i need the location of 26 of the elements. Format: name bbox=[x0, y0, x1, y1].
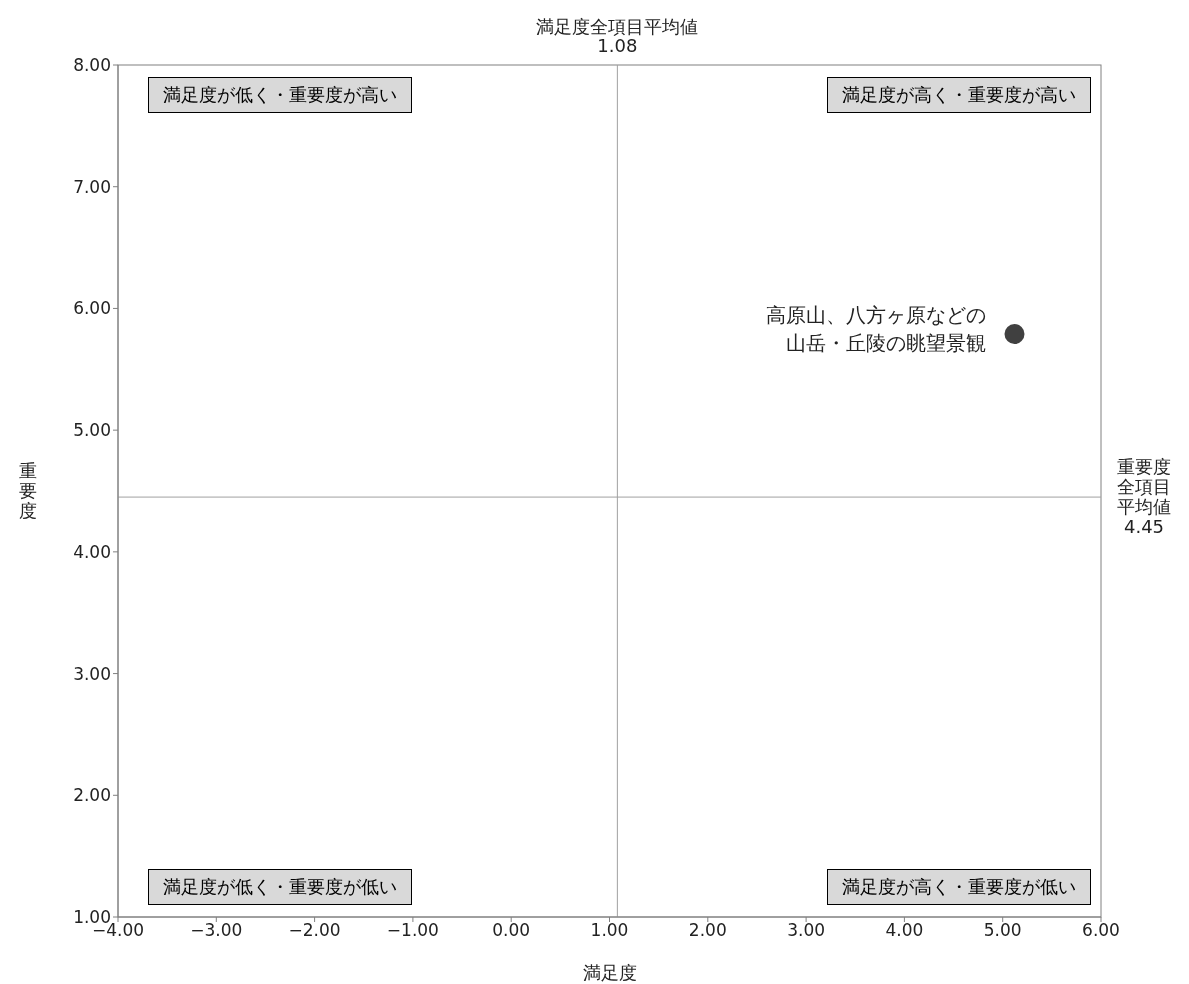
x-tick-label: −2.00 bbox=[288, 920, 341, 941]
x-tick-label: 5.00 bbox=[983, 920, 1022, 941]
x-tick-label: 1.00 bbox=[590, 920, 629, 941]
x-tick-label: 0.00 bbox=[492, 920, 531, 941]
x-tick-label: −3.00 bbox=[190, 920, 243, 941]
annotation: 満足度が高く・重要度が低い bbox=[827, 869, 1091, 905]
ref-line-label: 重要度全項目平均値 4.45 bbox=[1117, 456, 1171, 538]
y-tick-label: 4.00 bbox=[73, 541, 111, 562]
y-tick-label: 6.00 bbox=[73, 298, 111, 319]
annotation: 満足度が低く・重要度が高い bbox=[148, 77, 412, 113]
y-tick-label: 2.00 bbox=[73, 785, 111, 806]
y-tick-label: 3.00 bbox=[73, 663, 111, 684]
annotation: 満足度が高く・重要度が高い bbox=[827, 77, 1091, 113]
x-tick-label: 4.00 bbox=[885, 920, 924, 941]
x-tick-label: 3.00 bbox=[787, 920, 826, 941]
series-label: 高原山、八方ヶ原などの山岳・丘陵の眺望景観 bbox=[766, 302, 987, 355]
x-axis-title: 満足度 bbox=[582, 962, 637, 983]
x-tick-label: 6.00 bbox=[1082, 920, 1120, 941]
y-tick-label: 7.00 bbox=[73, 176, 111, 197]
x-tick-label: 2.00 bbox=[688, 920, 727, 941]
y-axis-title: 重要度 bbox=[19, 460, 37, 521]
annotation: 満足度が低く・重要度が低い bbox=[148, 869, 412, 905]
x-tick-label: −1.00 bbox=[386, 920, 439, 941]
ref-line-label: 満足度全項目平均値 1.08 bbox=[536, 16, 699, 56]
y-tick-label: 8.00 bbox=[73, 55, 111, 76]
y-tick-label: 5.00 bbox=[73, 420, 111, 441]
